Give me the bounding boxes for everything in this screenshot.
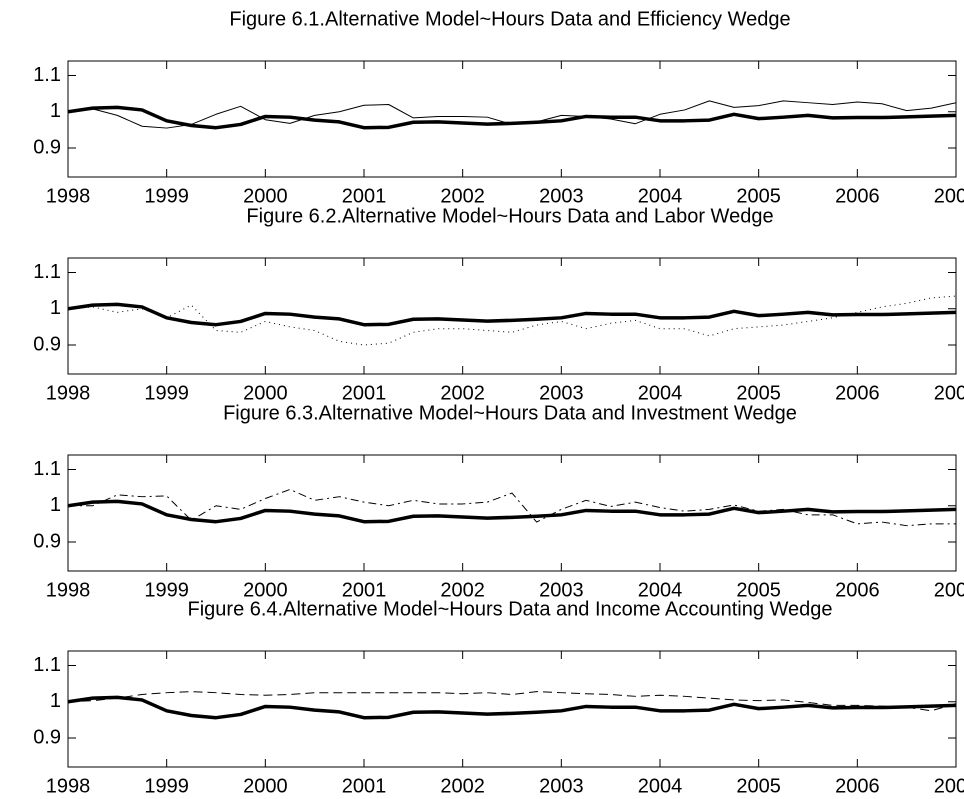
x-tick-label: 2000 xyxy=(243,185,288,207)
x-tick-label: 2001 xyxy=(342,579,387,601)
x-tick-label: 2004 xyxy=(638,775,683,797)
x-tick-label: 2007 xyxy=(934,775,964,797)
x-tick-label: 2002 xyxy=(440,775,485,797)
chart-title: Figure 6.4.Alternative Model~Hours Data … xyxy=(188,598,833,620)
x-tick-label: 2004 xyxy=(638,185,683,207)
plot-frame xyxy=(67,60,957,178)
x-tick-label: 2006 xyxy=(835,579,880,601)
x-tick-label: 2005 xyxy=(736,382,781,404)
x-tick-label: 2000 xyxy=(243,382,288,404)
plot-frame xyxy=(67,257,957,375)
y-tick-label: 1.1 xyxy=(33,654,61,676)
x-tick-label: 2007 xyxy=(934,185,964,207)
x-tick-label: 1998 xyxy=(46,185,91,207)
x-tick-label: 2005 xyxy=(736,775,781,797)
x-tick-label: 2000 xyxy=(243,775,288,797)
plot-frame xyxy=(67,454,957,572)
x-tick-label: 1999 xyxy=(144,579,189,601)
x-tick-label: 2001 xyxy=(342,185,387,207)
y-tick-label: 1.1 xyxy=(33,261,61,283)
x-tick-label: 2006 xyxy=(835,185,880,207)
chart-title: Figure 6.2.Alternative Model~Hours Data … xyxy=(246,205,773,227)
y-tick-label: 0.9 xyxy=(33,530,61,552)
x-tick-label: 2003 xyxy=(539,382,584,404)
x-tick-label: 2003 xyxy=(539,579,584,601)
series-line xyxy=(68,691,956,712)
y-tick-label: 0.9 xyxy=(33,726,61,748)
x-tick-label: 1998 xyxy=(46,579,91,601)
y-tick-label: 0.9 xyxy=(33,136,61,158)
y-tick-label: 1 xyxy=(50,690,61,712)
series-line xyxy=(68,105,956,130)
y-tick-label: 1.1 xyxy=(33,64,61,86)
x-tick-label: 2002 xyxy=(440,382,485,404)
x-tick-label: 2004 xyxy=(638,579,683,601)
y-tick-label: 1.1 xyxy=(33,458,61,480)
x-tick-label: 2002 xyxy=(440,579,485,601)
series-line xyxy=(68,302,956,327)
x-tick-label: 1998 xyxy=(46,382,91,404)
x-tick-label: 2000 xyxy=(243,579,288,601)
plot-frame xyxy=(67,650,957,768)
x-tick-label: 1998 xyxy=(46,775,91,797)
x-tick-label: 2007 xyxy=(934,579,964,601)
chart-title: Figure 6.1.Alternative Model~Hours Data … xyxy=(229,8,790,30)
x-tick-label: 1999 xyxy=(144,382,189,404)
series-line xyxy=(68,488,956,527)
x-tick-label: 2005 xyxy=(736,185,781,207)
x-tick-label: 2003 xyxy=(539,185,584,207)
x-tick-label: 2003 xyxy=(539,775,584,797)
x-tick-label: 2006 xyxy=(835,382,880,404)
x-tick-label: 1999 xyxy=(144,775,189,797)
x-tick-label: 2006 xyxy=(835,775,880,797)
y-tick-label: 1 xyxy=(50,494,61,516)
x-tick-label: 2005 xyxy=(736,579,781,601)
x-tick-label: 2004 xyxy=(638,382,683,404)
y-tick-label: 1 xyxy=(50,100,61,122)
y-tick-label: 1 xyxy=(50,297,61,319)
series-line xyxy=(68,499,956,524)
y-tick-label: 0.9 xyxy=(33,333,61,355)
x-tick-label: 2001 xyxy=(342,382,387,404)
x-tick-label: 2007 xyxy=(934,382,964,404)
x-tick-label: 2002 xyxy=(440,185,485,207)
x-tick-label: 1999 xyxy=(144,185,189,207)
x-tick-label: 2001 xyxy=(342,775,387,797)
chart-title: Figure 6.3.Alternative Model~Hours Data … xyxy=(223,402,797,424)
series-line xyxy=(68,695,956,720)
